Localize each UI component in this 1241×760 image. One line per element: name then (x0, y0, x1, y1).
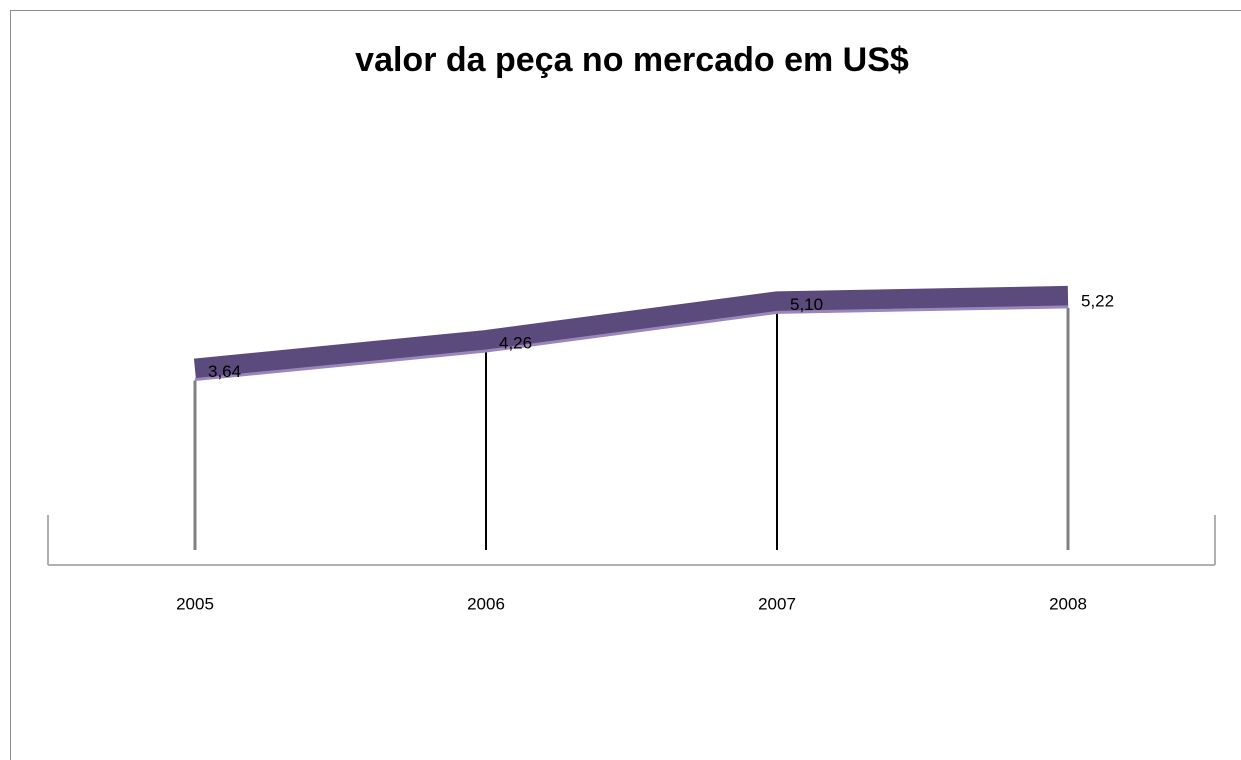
chart-frame (10, 10, 1241, 760)
data-label: 5,22 (1081, 291, 1114, 310)
data-label: 3,64 (208, 362, 241, 381)
data-label: 4,26 (499, 334, 532, 353)
line-edge (194, 305, 1069, 382)
x-tick-label: 2008 (1049, 594, 1087, 613)
chart-title: valor da peça no mercado em US$ (355, 41, 909, 79)
line-ribbon (193, 285, 1069, 381)
x-tick-label: 2007 (758, 594, 796, 613)
data-label: 5,10 (790, 295, 823, 314)
x-tick-label: 2006 (467, 594, 505, 613)
x-tick-label: 2005 (176, 594, 214, 613)
